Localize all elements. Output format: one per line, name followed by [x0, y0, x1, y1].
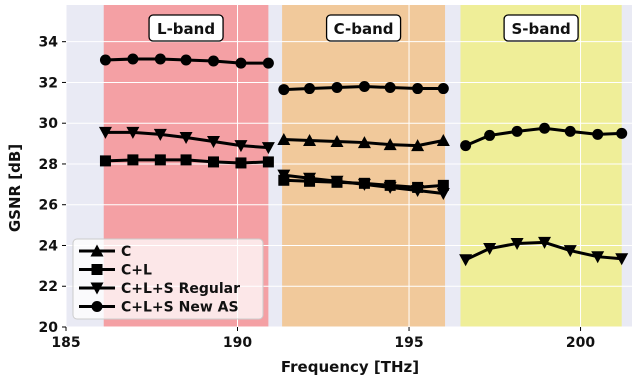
data-point — [180, 154, 192, 166]
data-point — [303, 134, 317, 147]
data-point — [615, 253, 629, 266]
series-c-l-s-new-as — [99, 53, 628, 152]
data-point — [331, 82, 343, 94]
data-point — [208, 156, 220, 168]
series-c-l-s-regular — [98, 126, 629, 267]
data-point — [511, 125, 523, 137]
data-point — [262, 156, 274, 168]
data-point — [460, 140, 472, 152]
data-point — [207, 136, 221, 149]
legend-label: C — [121, 244, 131, 260]
band-label: L-band — [157, 20, 215, 38]
data-point — [357, 136, 371, 149]
y-axis-title: GSNR [dB] — [6, 144, 24, 232]
legend: C C+L C+L+S Regular C+L+S New AS — [72, 238, 264, 320]
data-point — [510, 237, 524, 250]
series-c — [277, 133, 450, 152]
x-axis-title: Frequency [THz] — [281, 358, 419, 376]
data-point — [180, 54, 192, 66]
band-label-box — [503, 14, 579, 42]
x-tick-label: 190 — [223, 335, 252, 351]
y-tick-label: 30 — [39, 116, 59, 132]
data-point — [358, 81, 370, 93]
x-tick-label: 195 — [394, 335, 423, 351]
data-series — [98, 53, 629, 267]
data-point — [483, 243, 497, 256]
data-point — [411, 139, 425, 152]
band-label-box — [148, 14, 224, 42]
legend-marker — [90, 244, 104, 257]
data-point — [384, 82, 396, 94]
data-point — [383, 138, 397, 151]
data-point — [411, 184, 425, 197]
data-point — [484, 129, 496, 141]
data-point — [179, 131, 193, 144]
y-tick-label: 32 — [39, 75, 58, 91]
legend-marker — [91, 264, 103, 275]
data-point — [235, 57, 247, 69]
x-tick-label: 185 — [51, 335, 80, 351]
data-point — [277, 133, 291, 146]
x-tick-label: 200 — [566, 335, 595, 351]
data-point — [261, 142, 275, 155]
data-point — [99, 54, 111, 66]
band-region-c-band — [282, 5, 446, 327]
legend-marker — [91, 301, 103, 312]
data-point — [436, 188, 450, 201]
data-point — [262, 57, 274, 69]
legend-marker — [90, 282, 104, 295]
data-point — [538, 236, 552, 249]
data-point — [459, 254, 473, 267]
y-tick-label: 24 — [39, 238, 59, 254]
x-axis: 185 190 195 200 — [51, 327, 595, 351]
y-tick-label: 26 — [39, 198, 58, 214]
legend-label: C+L+S Regular — [121, 281, 240, 297]
data-point — [235, 157, 247, 169]
data-point — [616, 127, 628, 139]
data-point — [357, 178, 371, 191]
y-tick-label: 20 — [39, 320, 59, 336]
y-tick-label: 28 — [39, 157, 58, 173]
data-point — [154, 53, 166, 65]
data-point — [437, 179, 449, 191]
data-point — [208, 55, 220, 67]
data-point — [277, 169, 291, 182]
data-point — [592, 128, 604, 140]
data-point — [330, 135, 344, 148]
data-point — [539, 122, 551, 134]
band-label: S-band — [511, 20, 570, 38]
y-axis: 20 22 24 26 28 30 32 34 — [39, 35, 66, 336]
band-label: C-band — [334, 20, 394, 38]
data-point — [278, 84, 290, 96]
data-point — [330, 175, 344, 188]
data-point — [154, 154, 166, 166]
legend-label: C+L — [121, 263, 152, 279]
data-point — [437, 83, 449, 95]
data-point — [304, 83, 316, 95]
data-point — [412, 83, 424, 95]
band-label-box — [325, 14, 402, 42]
data-point — [563, 245, 577, 258]
legend-label: C+L+S New AS — [121, 300, 239, 316]
data-point — [99, 155, 111, 167]
band-region-s-band — [460, 5, 622, 327]
data-point — [383, 181, 397, 194]
y-tick-label: 34 — [39, 35, 59, 51]
data-point — [127, 154, 139, 166]
y-tick-label: 22 — [39, 279, 58, 295]
data-point — [153, 128, 167, 141]
data-point — [98, 126, 112, 139]
legend-box — [72, 238, 264, 320]
data-point — [303, 172, 317, 185]
data-point — [126, 126, 140, 139]
data-point — [564, 125, 576, 137]
data-point — [234, 140, 248, 153]
data-point — [436, 134, 450, 147]
band-labels: L-band C-band S-band — [148, 14, 579, 42]
data-point — [127, 53, 139, 65]
data-point — [591, 251, 605, 264]
